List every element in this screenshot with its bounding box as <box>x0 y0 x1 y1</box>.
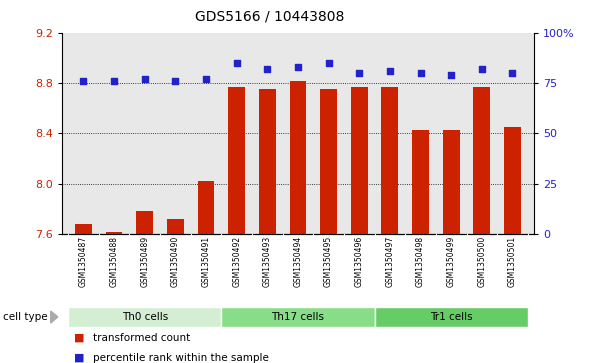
Bar <box>221 307 375 327</box>
Text: GDS5166 / 10443808: GDS5166 / 10443808 <box>195 9 345 23</box>
Point <box>232 60 241 66</box>
Point <box>171 78 180 84</box>
Text: Th0 cells: Th0 cells <box>122 312 168 322</box>
Point <box>78 78 88 84</box>
Bar <box>198 181 214 234</box>
Bar <box>412 130 429 234</box>
Bar <box>228 87 245 234</box>
Bar <box>375 307 528 327</box>
Text: Tr1 cells: Tr1 cells <box>430 312 473 322</box>
Text: ■: ■ <box>74 333 84 343</box>
Text: transformed count: transformed count <box>93 333 190 343</box>
Bar <box>259 89 276 234</box>
Point <box>508 70 517 76</box>
Text: ■: ■ <box>74 352 84 363</box>
Bar <box>290 81 306 234</box>
Point <box>355 70 364 76</box>
Point <box>416 70 425 76</box>
Bar <box>68 307 221 327</box>
Bar <box>473 87 490 234</box>
Polygon shape <box>51 311 58 323</box>
Point <box>140 76 149 82</box>
Bar <box>320 89 337 234</box>
Bar <box>442 130 460 234</box>
Bar <box>382 87 398 234</box>
Text: Th17 cells: Th17 cells <box>271 312 325 322</box>
Point <box>477 66 487 72</box>
Point <box>109 78 119 84</box>
Bar <box>75 224 92 234</box>
Point <box>201 76 211 82</box>
Text: percentile rank within the sample: percentile rank within the sample <box>93 352 268 363</box>
Point <box>263 66 272 72</box>
Bar <box>136 212 153 234</box>
Bar <box>167 219 183 234</box>
Bar <box>351 87 368 234</box>
Bar <box>106 232 123 234</box>
Point <box>447 72 456 78</box>
Text: cell type: cell type <box>3 312 48 322</box>
Point <box>293 64 303 70</box>
Bar <box>504 127 521 234</box>
Point <box>324 60 333 66</box>
Point <box>385 68 395 74</box>
